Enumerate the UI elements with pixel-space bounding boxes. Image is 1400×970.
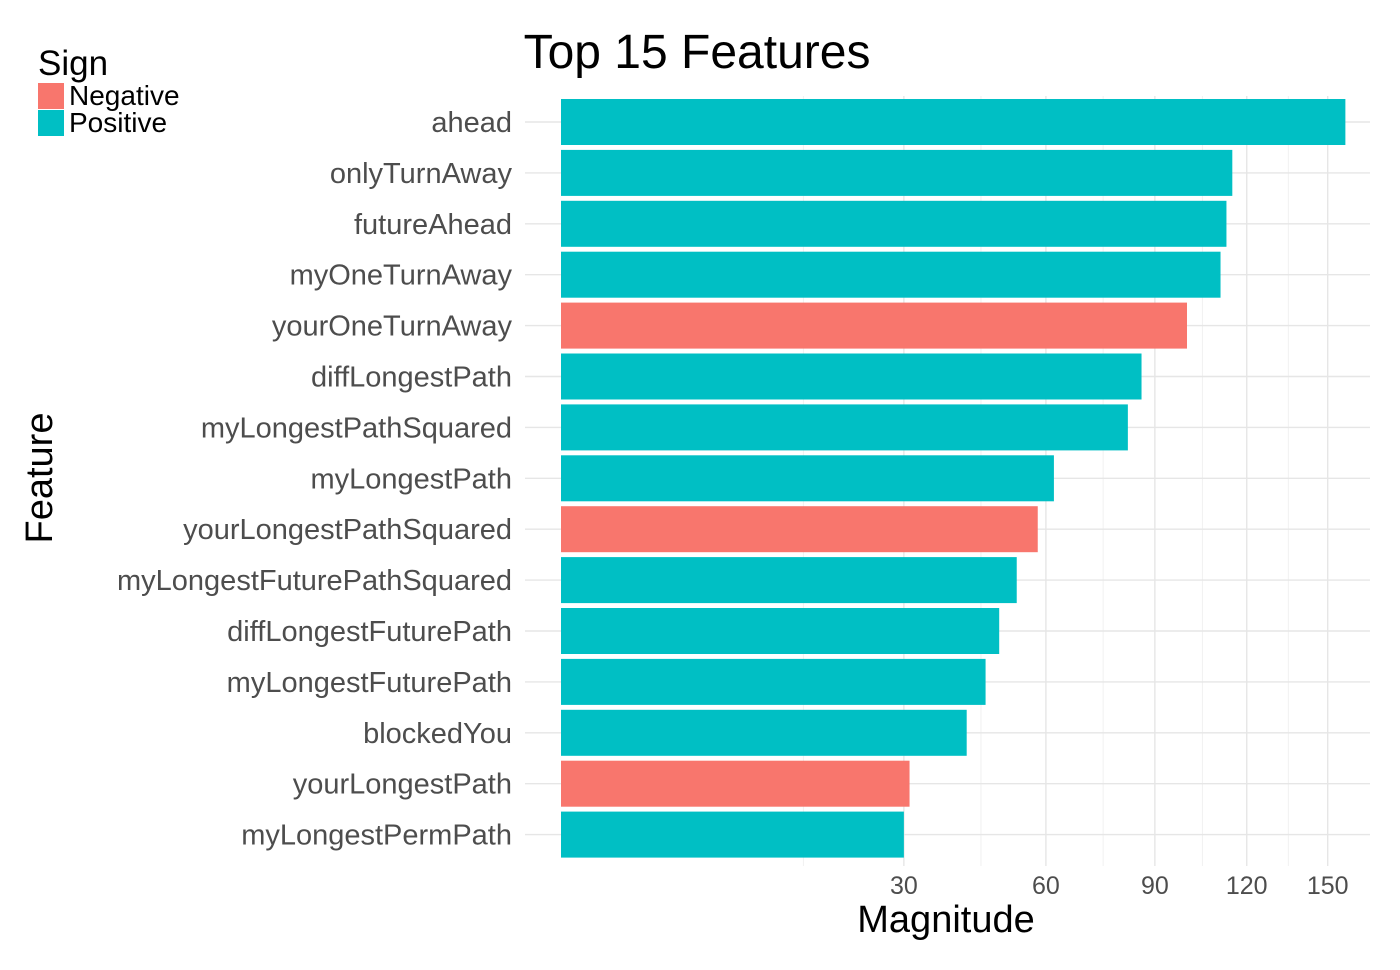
x-tick-label: 120 (1226, 872, 1268, 900)
bars-layer (561, 99, 1346, 858)
y-tick-label: yourLongestPath (293, 769, 512, 801)
x-tick-label: 60 (1032, 872, 1060, 900)
bar-futureAhead (561, 200, 1227, 247)
y-tick-label: diffLongestPath (311, 362, 512, 394)
y-tick-label: ahead (431, 107, 512, 139)
legend-title: Sign (38, 44, 108, 83)
y-tick-label: myOneTurnAway (290, 260, 513, 292)
y-axis-title: Feature (19, 413, 61, 544)
y-tick-label: diffLongestFuturePath (227, 616, 512, 648)
bar-yourLongestPathSquared (561, 506, 1038, 553)
legend-key-negative (38, 83, 64, 109)
y-tick-label: yourOneTurnAway (272, 311, 513, 343)
bar-myLongestPathSquared (561, 404, 1128, 451)
legend-key-positive (38, 110, 64, 136)
y-tick-label: myLongestPathSquared (201, 412, 512, 444)
legend-label-positive: Positive (69, 107, 167, 138)
bar-myLongestPath (561, 455, 1054, 502)
legend-label-negative: Negative (69, 80, 180, 111)
y-tick-label: myLongestFuturePathSquared (117, 565, 512, 597)
y-tick-label: onlyTurnAway (330, 158, 513, 190)
bar-onlyTurnAway (561, 149, 1233, 196)
bar-myLongestFuturePath (561, 658, 986, 705)
chart-title: Top 15 Features (524, 26, 871, 79)
bar-myLongestPermPath (561, 811, 904, 858)
bar-diffLongestFuturePath (561, 608, 1000, 654)
x-tick-label: 90 (1141, 872, 1169, 900)
bar-yourLongestPath (561, 760, 910, 807)
y-tick-label: myLongestPath (310, 463, 512, 495)
legend: Sign Negative Positive (38, 44, 180, 138)
y-tick-labels: ahead onlyTurnAway futureAhead myOneTurnAwa… (117, 107, 512, 852)
y-tick-label: blockedYou (363, 718, 512, 750)
y-tick-label: myLongestPermPath (241, 820, 512, 852)
x-axis-title: Magnitude (857, 899, 1034, 941)
bar-blockedYou (561, 709, 967, 756)
bar-diffLongestPath (561, 353, 1142, 400)
bar-myLongestFuturePathSquared (561, 557, 1017, 604)
y-tick-label: yourLongestPathSquared (183, 514, 512, 546)
bar-ahead (561, 99, 1346, 145)
x-tick-label: 30 (890, 872, 918, 900)
y-tick-label: myLongestFuturePath (227, 667, 512, 699)
y-tick-label: futureAhead (354, 209, 512, 241)
bar-myOneTurnAway (561, 251, 1221, 298)
x-tick-labels: 30 60 90 120 150 (890, 872, 1349, 900)
x-tick-label: 150 (1307, 872, 1349, 900)
bar-yourOneTurnAway (561, 302, 1187, 349)
